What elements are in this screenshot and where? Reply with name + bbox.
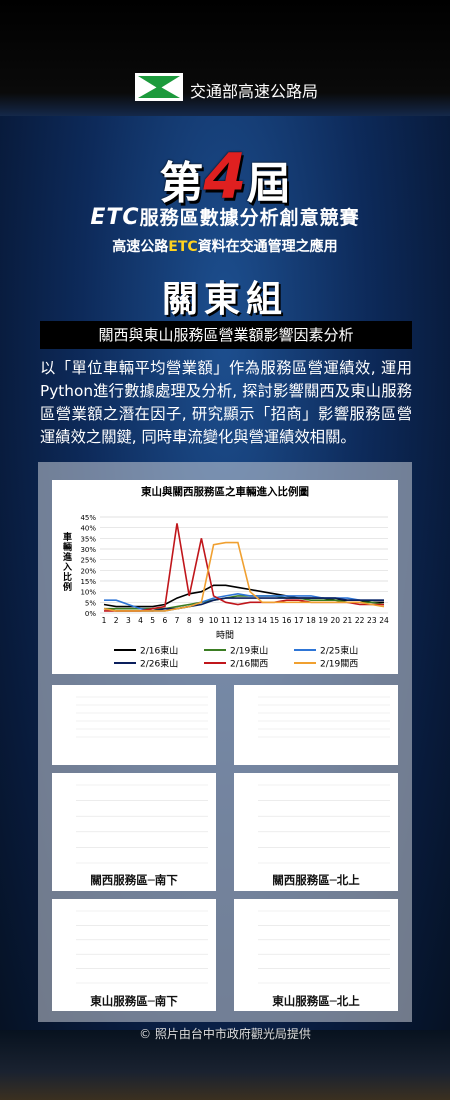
x-tick-label: 17 <box>294 616 304 625</box>
x-tick-label: 10 <box>209 616 219 625</box>
mini-grid <box>76 910 208 984</box>
x-tick-label: 8 <box>187 616 192 625</box>
mini-chart <box>52 685 216 765</box>
y-tick-label: 35% <box>80 535 96 543</box>
subtitle-text: 資料在交通管理之應用 <box>197 239 338 255</box>
city-photo <box>0 1030 450 1100</box>
mini-grid <box>76 784 208 864</box>
x-axis-label: 時間 <box>216 630 234 641</box>
y-tick-label: 25% <box>80 557 96 565</box>
competition-name: ETC服務區數據分析創意競賽 <box>0 203 450 230</box>
edition-text: 第 <box>159 158 204 209</box>
top-bar <box>0 0 450 116</box>
x-tick-label: 18 <box>306 616 316 625</box>
x-tick-label: 11 <box>221 616 231 625</box>
competition-text: 服務區數據分析創意競賽 <box>139 207 360 229</box>
x-tick-label: 24 <box>379 616 389 625</box>
panel-caption: 關西服務區─南下 <box>90 873 178 887</box>
x-tick-label: 16 <box>282 616 292 625</box>
logo <box>135 73 183 101</box>
edition: 第4屆 <box>0 140 450 213</box>
mini-chart <box>234 899 398 1011</box>
x-tick-label: 21 <box>343 616 353 625</box>
y-axis-label: 車輛進入比例 <box>61 532 71 592</box>
x-tick-label: 22 <box>355 616 365 625</box>
y-tick-label: 30% <box>80 546 96 554</box>
project-title: 關西與東山服務區營業額影響因素分析 <box>40 321 412 349</box>
y-tick-label: 0% <box>85 610 96 618</box>
mini-grid <box>76 696 208 738</box>
mini-grid <box>258 696 390 738</box>
y-tick-label: 5% <box>85 599 96 607</box>
y-tick-label: 40% <box>80 525 96 533</box>
x-tick-label: 13 <box>245 616 255 625</box>
x-tick-label: 12 <box>233 616 243 625</box>
panel-caption: 關西服務區─北上 <box>272 873 360 887</box>
x-tick-label: 7 <box>175 616 180 625</box>
competition-etc: ETC <box>90 205 140 230</box>
mini-chart <box>234 685 398 765</box>
group-name: 關東組 <box>161 279 288 320</box>
y-tick-label: 20% <box>80 567 96 575</box>
x-tick-label: 1 <box>102 616 107 625</box>
x-tick-label: 4 <box>138 616 143 625</box>
agency-name: 交通部高速公路局 <box>190 82 319 101</box>
y-tick-label: 15% <box>80 578 96 586</box>
subtitle-highlight: ETC <box>168 239 198 255</box>
subtitle: 高速公路ETC資料在交通管理之應用 <box>0 236 450 256</box>
x-tick-label: 2 <box>114 616 119 625</box>
edition-text: 屆 <box>246 158 291 209</box>
series-line <box>103 541 385 612</box>
legend-label: 2/19關西 <box>320 659 358 670</box>
y-tick-label: 45% <box>80 514 96 522</box>
x-tick-label: 5 <box>150 616 155 625</box>
chart-title: 東山與關西服務區之車輛進入比例圖 <box>141 485 309 498</box>
legend-label: 2/26東山 <box>140 658 178 670</box>
mini-chart <box>234 773 398 891</box>
edition-number: 4 <box>203 140 247 213</box>
x-tick-label: 23 <box>367 616 377 625</box>
legend-label: 2/16關西 <box>230 659 268 670</box>
mini-chart <box>52 899 216 1011</box>
mini-chart <box>52 773 216 891</box>
panel-caption: 東山服務區─南下 <box>90 994 178 1008</box>
y-tick-label: 10% <box>80 589 96 597</box>
subtitle-text: 高速公路 <box>112 239 169 255</box>
description: 以「單位車輛平均營業額」作為服務區營運績效, 運用Python進行數據處理及分析… <box>40 359 412 446</box>
panel-caption: 東山服務區─北上 <box>272 994 360 1008</box>
x-tick-label: 9 <box>199 616 204 625</box>
x-tick-label: 14 <box>257 616 267 625</box>
x-tick-label: 20 <box>331 616 341 625</box>
x-tick-label: 19 <box>318 616 328 625</box>
legend-label: 2/16東山 <box>140 645 178 657</box>
mini-grid <box>258 910 390 984</box>
mini-grid <box>258 784 390 864</box>
photo-credit: © 照片由台中市政府觀光局提供 <box>139 1027 311 1041</box>
legend-label: 2/19東山 <box>230 645 268 657</box>
main-chart: 東山與關西服務區之車輛進入比例圖 時間 0% 5% 10% 15% 20% 25% 30% 3… <box>80 485 389 670</box>
legend-label: 2/25東山 <box>320 645 358 657</box>
main-chart-panel: 東山與關西服務區之車輛進入比例圖 時間 0% 5% 10% 15% 20% 25% 30% 3… <box>52 480 398 674</box>
x-tick-label: 6 <box>162 616 167 625</box>
x-tick-label: 3 <box>126 616 131 625</box>
x-tick-label: 15 <box>270 616 280 625</box>
